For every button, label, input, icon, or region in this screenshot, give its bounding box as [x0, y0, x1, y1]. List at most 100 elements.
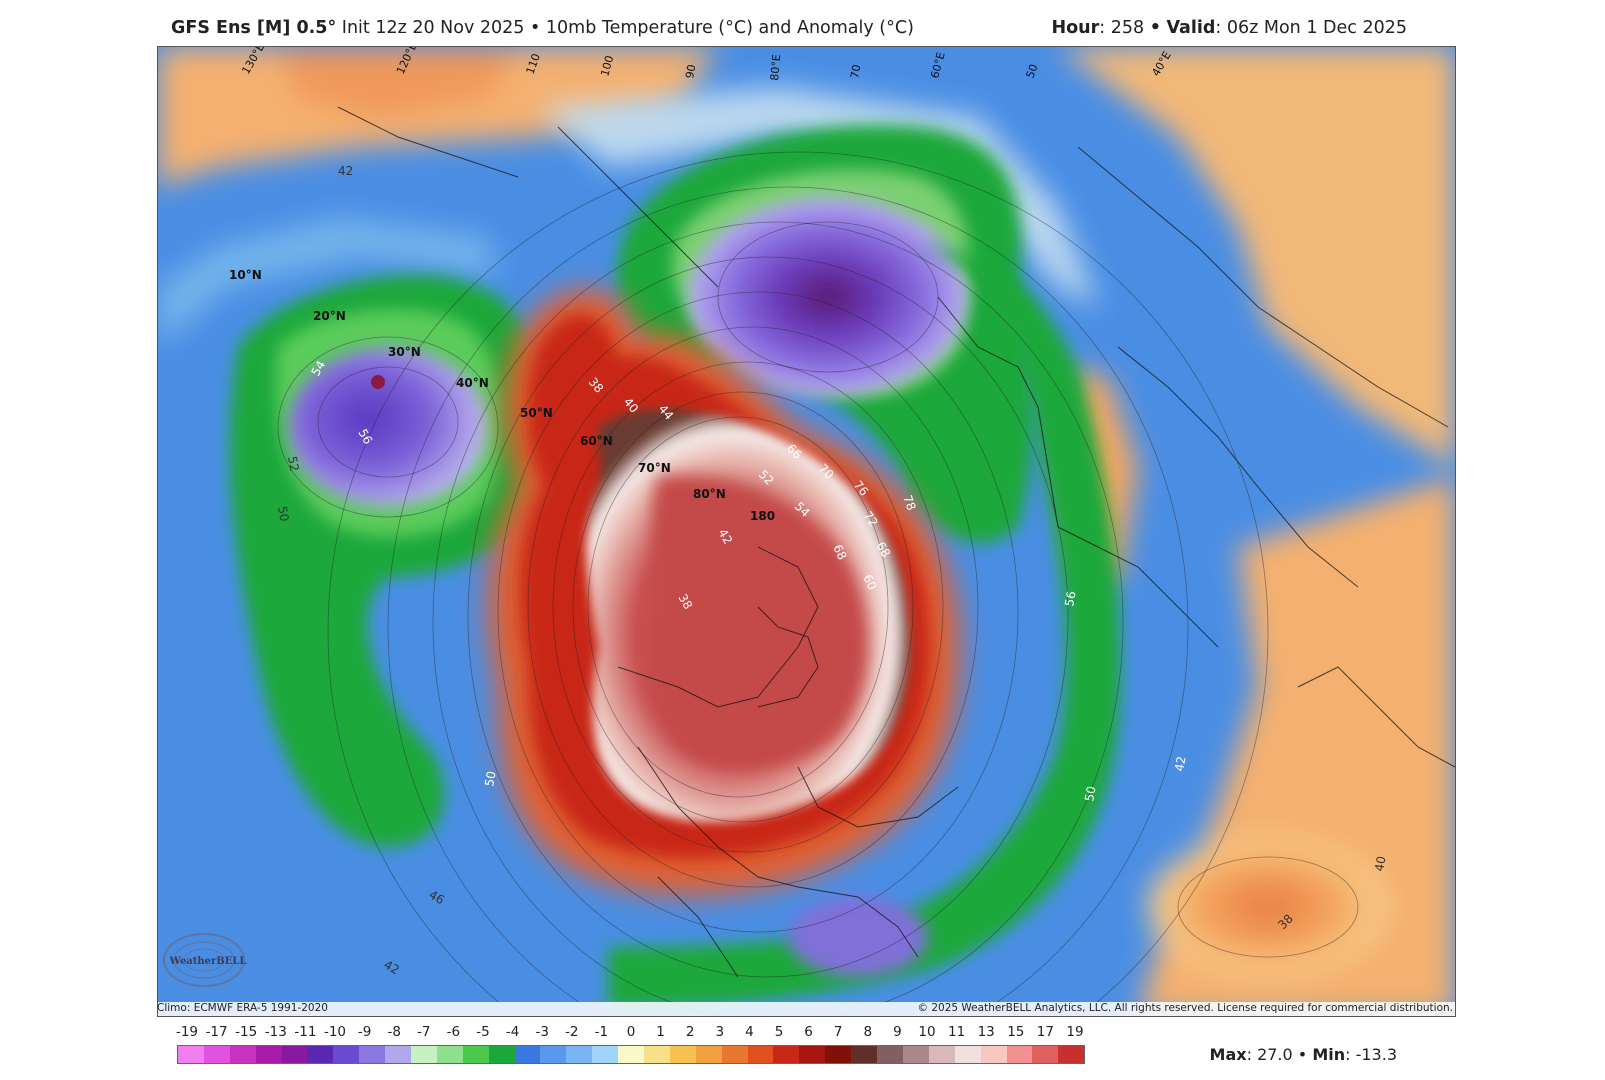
contour-label: 52: [285, 455, 301, 472]
legend-label: 3: [715, 1024, 725, 1040]
latitude-labels: 10°N 20°N 30°N 40°N 50°N 60°N 70°N 80°N …: [229, 268, 775, 523]
legend-swatch: [281, 1046, 308, 1063]
legend-label: -4: [505, 1024, 520, 1040]
legend-swatch: [514, 1046, 541, 1063]
lat-label: 30°N: [388, 345, 421, 359]
map-title: GFS Ens [M] 0.5° Init 12z 20 Nov 2025 • …: [171, 18, 914, 38]
legend-label: 2: [685, 1024, 695, 1040]
siberia-cold-anomaly: [616, 125, 1033, 544]
legend-label: -13: [264, 1024, 287, 1040]
legend-label: -9: [357, 1024, 372, 1040]
legend-swatch: [592, 1046, 619, 1063]
contour-label: 42: [715, 527, 735, 547]
logo-svg: WeatherBELL: [163, 933, 247, 987]
legend-label: -5: [476, 1024, 490, 1040]
legend-swatch: [644, 1046, 670, 1063]
legend-swatch: [540, 1046, 567, 1063]
init-time: Init 12z 20 Nov 2025: [341, 18, 525, 38]
legend-swatch: [877, 1046, 903, 1063]
legend-swatch: [773, 1046, 800, 1063]
map-svg: 10°N 20°N 30°N 40°N 50°N 60°N 70°N 80°N …: [158, 47, 1455, 1016]
contour-value-labels: 42 54 56 52 50 38 40 44 66 70 76 72 68 5…: [275, 164, 1389, 977]
contour-label: 46: [427, 887, 447, 907]
contour-label: 54: [308, 358, 328, 378]
legend-label: -1: [594, 1024, 609, 1040]
legend-swatch: [436, 1046, 463, 1063]
contour-label: 56: [1062, 590, 1078, 607]
legend-swatch: [255, 1046, 282, 1063]
contour-label: 42: [382, 957, 402, 977]
legend-swatch: [747, 1046, 774, 1063]
legend-label: -2: [565, 1024, 579, 1040]
valid-value: : 06z Mon 1 Dec 2025: [1215, 18, 1407, 38]
contour-label: 50: [275, 505, 291, 522]
legend-label: 6: [804, 1024, 813, 1040]
legend-swatch: [851, 1046, 878, 1063]
legend-swatch: [618, 1046, 645, 1063]
valid-label: Valid: [1166, 18, 1216, 38]
legend-label: 15: [1007, 1024, 1025, 1040]
legend-label: 0: [626, 1024, 636, 1040]
contour-label: 68: [873, 540, 893, 560]
legend-swatch: [1032, 1046, 1059, 1063]
lon-label: 50: [1024, 62, 1041, 80]
legend-swatch: [669, 1046, 696, 1063]
pacific-cold-anomaly: [229, 275, 542, 848]
legend-swatch: [488, 1046, 515, 1063]
title-right-separator: •: [1149, 18, 1161, 38]
legend-swatch: [229, 1046, 256, 1063]
legend-label: 4: [745, 1024, 754, 1040]
legend-label: 7: [833, 1024, 843, 1040]
max-min-readout: Max: 27.0 • Min: -13.3: [1210, 1045, 1397, 1064]
legend-label: -8: [387, 1024, 401, 1040]
contour-label: 42: [338, 164, 353, 178]
legend-swatch: [980, 1046, 1007, 1063]
legend-label: 17: [1036, 1024, 1054, 1040]
contour-label: 42: [1172, 755, 1188, 772]
lat-label: 50°N: [520, 406, 553, 420]
legend-swatch: [333, 1046, 360, 1063]
contour-label: 38: [675, 592, 695, 612]
legend-swatch: [954, 1046, 981, 1063]
contour-label: 50: [1082, 785, 1098, 802]
legend-label: -11: [294, 1024, 317, 1040]
title-separator: •: [530, 18, 541, 38]
legend-label: 10: [918, 1024, 936, 1040]
max-label: Max: [1209, 1045, 1247, 1064]
logo-text: WeatherBELL: [169, 956, 247, 967]
legend-swatch: [462, 1046, 489, 1063]
lat-label: 70°N: [638, 461, 671, 475]
atlantic-green-band: [608, 247, 1121, 1007]
legend-label: 13: [977, 1024, 995, 1040]
map-panel[interactable]: 10°N 20°N 30°N 40°N 50°N 60°N 70°N 80°N …: [157, 46, 1456, 1017]
legend-swatch: [385, 1046, 412, 1063]
lat-label: 20°N: [313, 309, 346, 323]
legend-label: -10: [323, 1024, 347, 1040]
legend-swatch: [203, 1046, 230, 1063]
product-name: 10mb Temperature (°C) and Anomaly (°C): [545, 18, 914, 38]
lat-label: 40°N: [456, 376, 489, 390]
color-scale-bar: [177, 1045, 1085, 1064]
warm-core: [586, 408, 911, 823]
legend-label: -7: [417, 1024, 431, 1040]
min-label: Min: [1312, 1045, 1346, 1064]
legend-swatch: [825, 1046, 852, 1063]
hour-value: : 258: [1099, 18, 1145, 38]
legend-label: -3: [535, 1024, 549, 1040]
contour-label: 78: [900, 493, 918, 512]
legend-label: 8: [863, 1024, 873, 1040]
legend-label: -19: [175, 1024, 199, 1040]
contour-label: 56: [355, 427, 375, 447]
legend-swatch: [307, 1046, 334, 1063]
footer-strip: [158, 1002, 1455, 1016]
legend-swatch: [359, 1046, 386, 1063]
contour-label: 68: [830, 542, 849, 562]
weatherbell-logo: WeatherBELL: [162, 930, 254, 992]
max-value: : 27.0: [1246, 1045, 1293, 1064]
climo-note: Climo: ECMWF ERA-5 1991-2020: [157, 1002, 328, 1014]
legend-label: -6: [446, 1024, 461, 1040]
legend-swatch: [799, 1046, 826, 1063]
hour-label: Hour: [1051, 18, 1100, 38]
lon-label: 90: [683, 63, 698, 79]
model-name: GFS Ens [M] 0.5: [171, 18, 328, 38]
